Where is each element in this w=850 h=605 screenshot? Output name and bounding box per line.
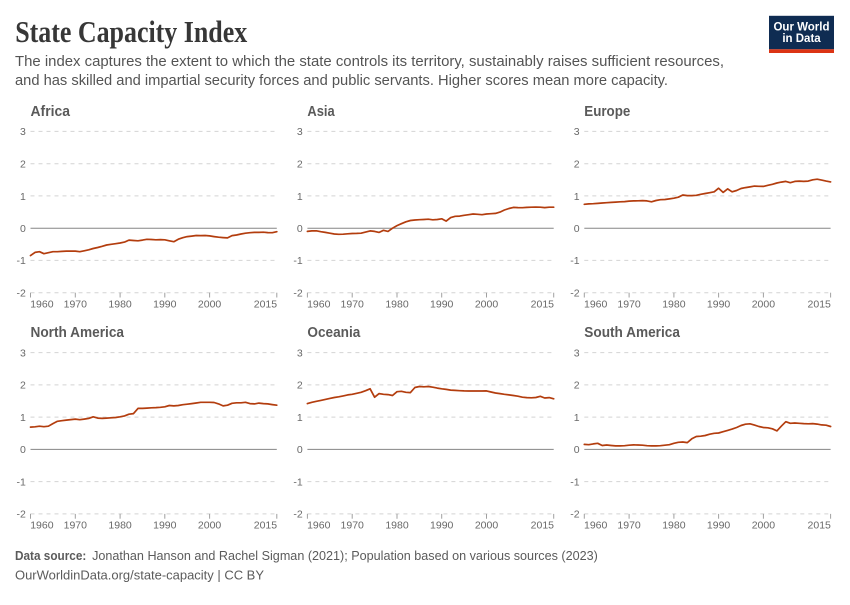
svg-text:0: 0: [20, 223, 26, 235]
svg-text:1: 1: [20, 412, 26, 424]
svg-text:-2: -2: [293, 509, 302, 521]
svg-text:1970: 1970: [341, 298, 365, 310]
svg-text:1970: 1970: [64, 520, 88, 532]
svg-text:2: 2: [20, 159, 26, 171]
svg-text:2000: 2000: [752, 298, 776, 310]
svg-text:2: 2: [20, 380, 26, 392]
svg-text:1: 1: [297, 191, 303, 203]
svg-text:2015: 2015: [531, 520, 555, 532]
svg-text:2: 2: [297, 380, 303, 392]
svg-text:-1: -1: [570, 255, 579, 267]
svg-text:1980: 1980: [662, 298, 686, 310]
svg-text:1960: 1960: [30, 520, 54, 532]
svg-text:2000: 2000: [198, 298, 222, 310]
svg-text:0: 0: [20, 444, 26, 456]
svg-text:1980: 1980: [662, 520, 686, 532]
svg-text:0: 0: [574, 444, 580, 456]
svg-text:0: 0: [574, 223, 580, 235]
svg-text:0: 0: [297, 223, 303, 235]
svg-text:1960: 1960: [307, 298, 331, 310]
svg-text:2000: 2000: [752, 520, 776, 532]
svg-text:3: 3: [574, 347, 580, 359]
svg-text:-1: -1: [16, 255, 25, 267]
svg-text:1980: 1980: [385, 298, 409, 310]
svg-text:Europe: Europe: [584, 104, 630, 120]
svg-text:1990: 1990: [430, 298, 454, 310]
svg-text:1990: 1990: [430, 520, 454, 532]
svg-text:and has skilled and impartial: and has skilled and impartial security f…: [15, 72, 668, 89]
svg-text:in Data: in Data: [782, 33, 821, 45]
svg-text:2015: 2015: [808, 298, 832, 310]
svg-text:1960: 1960: [307, 520, 331, 532]
svg-text:1970: 1970: [617, 520, 641, 532]
svg-text:2015: 2015: [254, 520, 278, 532]
svg-text:1960: 1960: [584, 520, 608, 532]
svg-text:1980: 1980: [385, 520, 409, 532]
svg-text:Africa: Africa: [31, 104, 71, 120]
svg-text:1960: 1960: [30, 298, 54, 310]
svg-text:-1: -1: [570, 476, 579, 488]
svg-text:1990: 1990: [153, 520, 177, 532]
svg-text:1: 1: [20, 191, 26, 203]
svg-text:1990: 1990: [153, 298, 177, 310]
svg-text:-1: -1: [293, 255, 302, 267]
svg-text:1: 1: [297, 412, 303, 424]
svg-text:3: 3: [20, 126, 26, 138]
svg-text:State Capacity Index: State Capacity Index: [15, 14, 247, 49]
svg-text:3: 3: [297, 126, 303, 138]
svg-text:North America: North America: [31, 325, 125, 341]
svg-text:The index captures the extent: The index captures the extent to which t…: [15, 53, 724, 70]
svg-text:1: 1: [574, 191, 580, 203]
svg-text:-1: -1: [293, 476, 302, 488]
svg-text:South America: South America: [584, 325, 680, 341]
svg-text:2: 2: [574, 380, 580, 392]
svg-text:-2: -2: [570, 509, 579, 521]
svg-text:2015: 2015: [531, 298, 555, 310]
svg-text:0: 0: [297, 444, 303, 456]
svg-text:1970: 1970: [341, 520, 365, 532]
svg-text:Asia: Asia: [307, 104, 335, 120]
svg-text:3: 3: [20, 347, 26, 359]
svg-text:1: 1: [574, 412, 580, 424]
svg-text:1970: 1970: [617, 298, 641, 310]
svg-text:2: 2: [574, 159, 580, 171]
svg-text:Our World: Our World: [773, 22, 829, 34]
svg-text:-1: -1: [16, 476, 25, 488]
svg-text:1960: 1960: [584, 298, 608, 310]
svg-text:1990: 1990: [707, 520, 731, 532]
svg-text:OurWorldinData.org/state-capac: OurWorldinData.org/state-capacity | CC B…: [15, 568, 264, 583]
svg-text:2: 2: [297, 159, 303, 171]
svg-text:Jonathan Hanson and Rachel Sig: Jonathan Hanson and Rachel Sigman (2021)…: [92, 548, 598, 563]
svg-text:1980: 1980: [108, 298, 132, 310]
svg-text:2000: 2000: [475, 520, 499, 532]
svg-text:Data source:: Data source:: [15, 548, 86, 563]
svg-text:2000: 2000: [475, 298, 499, 310]
svg-text:3: 3: [574, 126, 580, 138]
svg-text:2015: 2015: [808, 520, 832, 532]
svg-text:-2: -2: [570, 288, 579, 300]
svg-text:-2: -2: [293, 288, 302, 300]
svg-text:-2: -2: [16, 509, 25, 521]
svg-text:1990: 1990: [707, 298, 731, 310]
svg-text:1980: 1980: [108, 520, 132, 532]
svg-text:1970: 1970: [64, 298, 88, 310]
svg-text:3: 3: [297, 347, 303, 359]
svg-text:2015: 2015: [254, 298, 278, 310]
svg-text:Oceania: Oceania: [307, 325, 361, 341]
svg-text:-2: -2: [16, 288, 25, 300]
svg-text:2000: 2000: [198, 520, 222, 532]
